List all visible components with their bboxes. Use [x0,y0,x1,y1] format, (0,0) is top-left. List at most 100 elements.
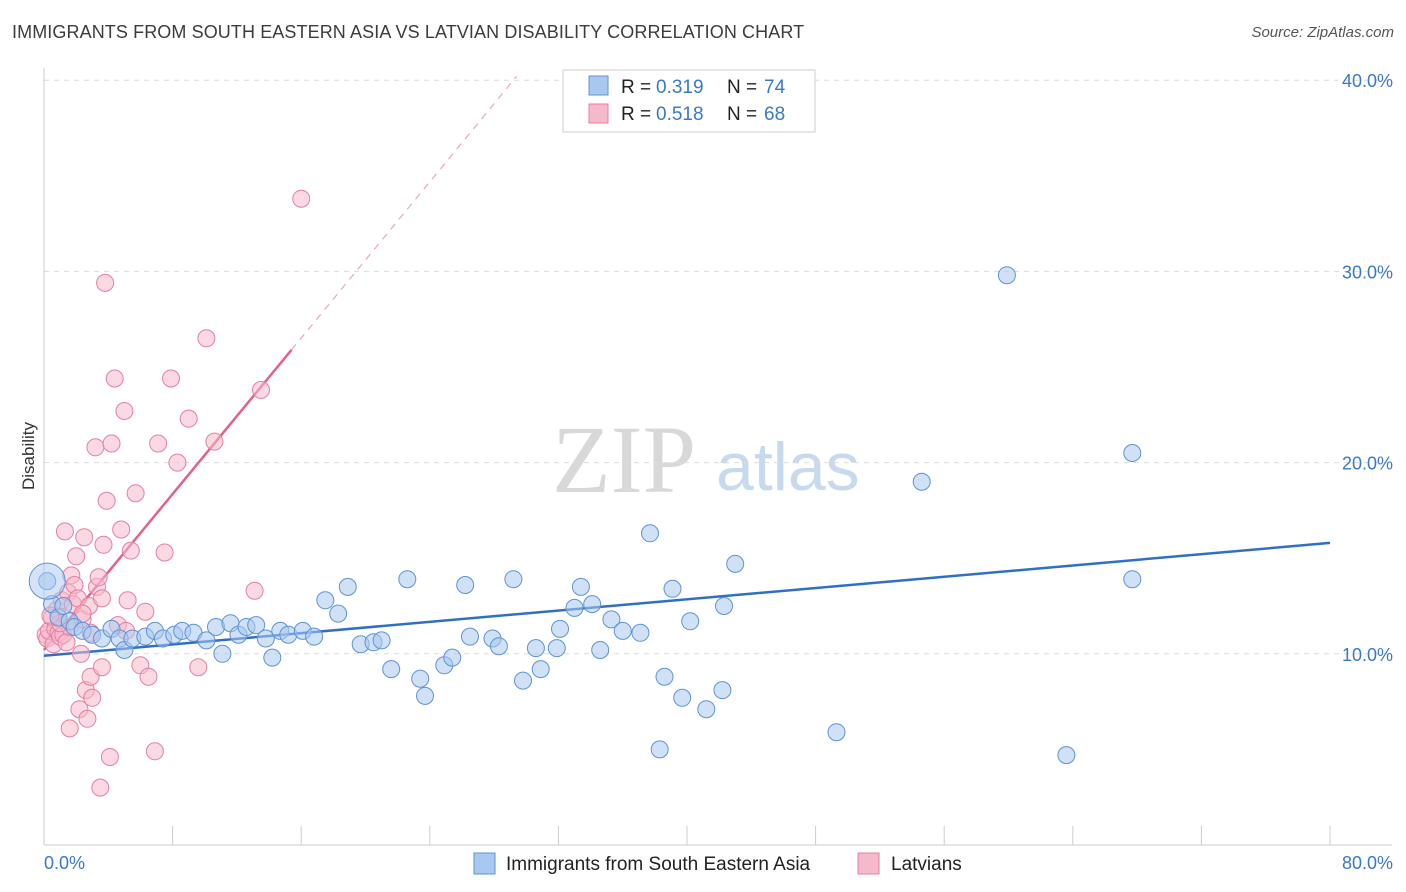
latvians-point-40 [112,520,131,539]
sea-point-64 [663,579,682,598]
latvians-point-28 [83,688,102,707]
sea-point-54 [565,598,584,617]
y-tick-label-2: 30.0% [1342,262,1393,282]
sea-point-65 [673,688,692,707]
sea-point-74 [1123,570,1142,589]
latvians-point-34 [94,535,113,554]
sea-point-56 [583,595,602,614]
sea-point-52 [547,639,566,658]
sea-point-63 [650,740,669,759]
latvians-point-38 [105,369,124,388]
latvians-point-50 [155,543,174,562]
legend-n-value-1: 74 [764,77,786,98]
legend-r-label-1: R = [621,77,651,98]
legend-n-label-1: N = [727,77,757,98]
chart-title: IMMIGRANTS FROM SOUTH EASTERN ASIA VS LA… [12,22,805,42]
sea-point-31 [305,627,324,646]
sea-point-50 [526,639,545,658]
latvians-point-56 [205,432,224,451]
sea-point-33 [329,604,348,623]
sea-point-25 [247,616,266,635]
latvians-point-51 [162,369,180,388]
sea-point-32 [316,591,335,610]
latvians-point-35 [97,491,116,510]
legend-top: R = 0.319 N = 74 R = 0.518 N = 68 [562,69,816,133]
trend-lines [43,75,1331,657]
sea-point-37 [372,631,391,650]
sea-point-51 [531,660,550,679]
sea-point-44 [461,627,479,646]
latvians-point-54 [189,658,208,677]
sea-point-69 [715,597,733,615]
latvians-point-53 [179,409,198,428]
sea-point-41 [416,686,434,705]
watermark: ZIP atlas [552,406,860,513]
latvians-point-67 [92,589,111,608]
latvians-point-33 [92,658,111,677]
axes [43,68,1392,846]
bottom-legend-label-blue: Immigrants from South Eastern Asia [506,854,811,875]
sea-point-21 [213,644,232,663]
latvians-points [36,189,311,797]
x-tick-label-0: 0.0% [44,853,85,873]
legend-swatch-blue [588,75,609,96]
sea-point-62 [655,667,674,686]
latvians-point-59 [292,189,311,208]
latvians-trend-extension [291,75,518,351]
x-tick-label-1: 80.0% [1342,853,1393,873]
sea-point-61 [641,524,659,543]
legend-bottom: Immigrants from South Eastern Asia Latvi… [473,852,962,875]
latvians-point-18 [67,547,86,566]
legend-r-value-2: 0.518 [656,104,704,125]
legend-r-value-1: 0.319 [656,77,704,98]
latvians-point-60 [96,273,115,292]
y-tick-label-3: 40.0% [1342,71,1393,91]
sea-point-43 [443,648,462,667]
latvians-point-12 [57,633,76,652]
latvians-point-43 [121,541,140,560]
sea-point-71 [827,723,846,742]
sea-point-57 [591,641,610,659]
legend-r-label-2: R = [621,104,651,125]
latvians-point-36 [100,748,119,766]
latvians-point-25 [78,709,97,728]
latvians-point-21 [72,644,90,663]
sea-point-38 [382,660,401,679]
latvians-point-47 [139,667,158,686]
latvians-point-42 [118,591,137,610]
latvians-point-61 [60,719,79,738]
sea-point-47 [489,637,508,656]
y-tick-label-0: 10.0% [1342,645,1393,665]
source-label: Source: ZipAtlas.com [1251,24,1394,41]
latvians-point-46 [136,602,155,621]
latvians-point-29 [86,438,105,457]
y-tick-label-1: 20.0% [1342,454,1393,474]
sea-point-58 [602,610,621,629]
latvians-point-57 [245,581,264,600]
legend-n-label-2: N = [727,104,757,125]
sea-point-66 [681,612,700,631]
sea-point-53 [551,619,569,638]
sea-point-68 [713,681,732,700]
sea-point-67 [697,700,716,719]
latvians-point-37 [102,434,121,453]
legend-swatch-pink [588,103,609,124]
sea-point-26 [256,629,275,648]
x-tick-labels: 0.0% 80.0% [44,853,1393,873]
sea-point-70 [726,554,745,573]
sea-point-45 [456,576,475,594]
sea-point-40 [411,669,430,688]
latvians-point-23 [75,528,94,547]
sea-point-76 [1123,444,1142,462]
sea-points [28,266,1142,765]
latvians-point-11 [55,522,74,541]
latvians-point-31 [89,568,108,587]
latvians-point-44 [126,484,145,503]
latvians-point-49 [149,434,168,453]
legend-n-value-2: 68 [764,104,785,125]
sea-point-19 [197,631,216,650]
sea-point-39 [398,570,417,589]
gridlines [44,79,1392,655]
y-tick-labels: 10.0% 20.0% 30.0% 40.0% [1342,71,1393,665]
